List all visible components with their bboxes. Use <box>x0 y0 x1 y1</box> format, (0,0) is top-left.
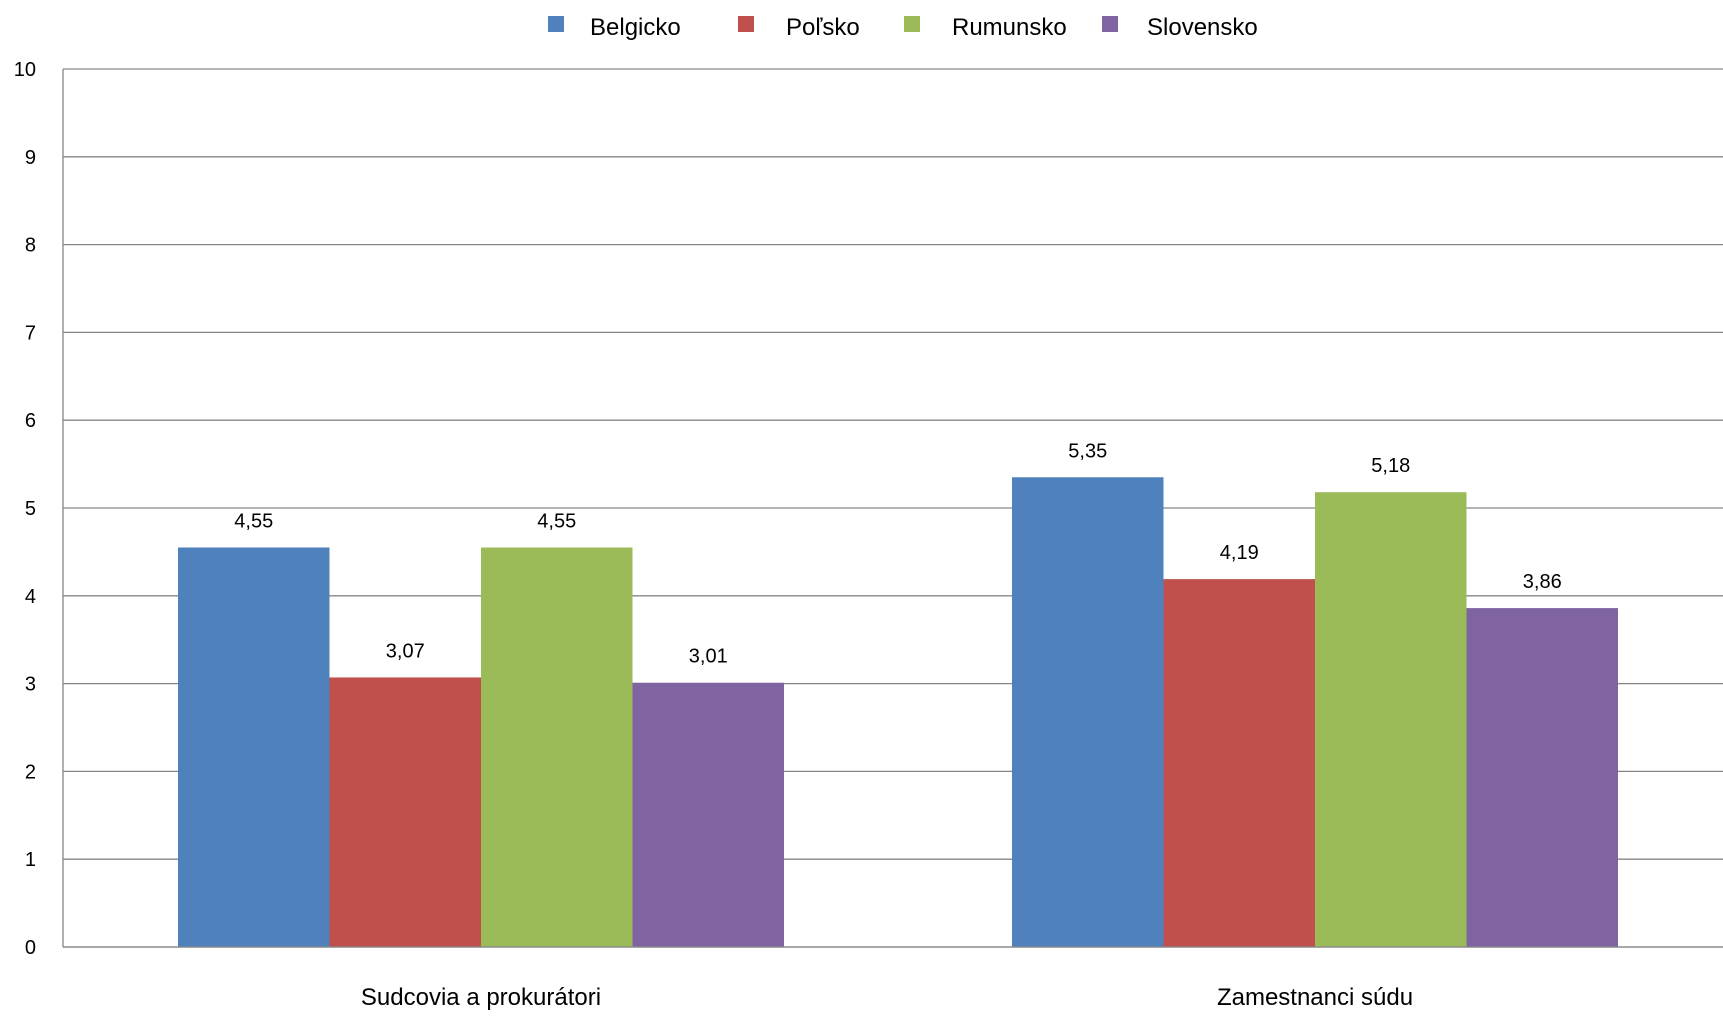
data-labels: 4,55 3,07 4,55 3,01 5,35 4,19 5,18 3,86 <box>234 440 1561 667</box>
bar-rumunsko-2 <box>1315 492 1467 947</box>
data-label: 3,86 <box>1523 571 1562 593</box>
x-category-label: Sudcovia a prokurátori <box>361 984 601 1011</box>
y-tick-label: 9 <box>25 147 36 169</box>
data-label: 3,07 <box>386 640 425 662</box>
legend: Belgicko Poľsko Rumunsko Slovensko <box>548 14 1258 41</box>
legend-label: Poľsko <box>786 14 860 41</box>
bar-belgicko-2 <box>1012 477 1164 947</box>
data-label: 4,55 <box>537 511 576 533</box>
legend-label: Rumunsko <box>952 14 1067 41</box>
data-label: 5,35 <box>1068 440 1107 462</box>
bar-slovensko-1 <box>632 682 784 947</box>
bar-po-sko-2 <box>1163 579 1315 947</box>
bar-belgicko-1 <box>178 547 330 947</box>
data-label: 3,01 <box>689 646 728 668</box>
y-tick-label: 4 <box>25 586 36 608</box>
legend-swatch-belgicko <box>548 16 564 32</box>
y-tick-label: 6 <box>25 410 36 432</box>
y-tick-label: 1 <box>25 849 36 871</box>
x-axis-category-labels: Sudcovia a prokurátori Zamestnanci súdu <box>361 984 1413 1011</box>
y-tick-label: 5 <box>25 498 36 520</box>
y-tick-label: 7 <box>25 322 36 344</box>
y-tick-label: 2 <box>25 761 36 783</box>
legend-label: Belgicko <box>590 14 681 41</box>
bar-rumunsko-1 <box>481 547 633 947</box>
y-tick-label: 0 <box>25 937 36 959</box>
data-label: 5,18 <box>1371 455 1410 477</box>
bar-slovensko-2 <box>1466 608 1618 947</box>
bars <box>178 477 1618 947</box>
legend-swatch-slovensko <box>1102 16 1118 32</box>
x-category-label: Zamestnanci súdu <box>1217 984 1413 1011</box>
data-label: 4,19 <box>1220 542 1259 564</box>
legend-label: Slovensko <box>1147 14 1258 41</box>
legend-swatch-rumunsko <box>904 16 920 32</box>
y-axis-tick-labels: 0 1 2 3 4 5 6 7 8 9 10 <box>14 59 36 959</box>
bar-po-sko-1 <box>329 677 481 947</box>
legend-swatch-po-sko <box>738 16 754 32</box>
axes <box>62 69 1723 948</box>
y-tick-label: 3 <box>25 674 36 696</box>
data-label: 4,55 <box>234 511 273 533</box>
y-tick-label: 10 <box>14 59 36 81</box>
y-tick-label: 8 <box>25 235 36 257</box>
